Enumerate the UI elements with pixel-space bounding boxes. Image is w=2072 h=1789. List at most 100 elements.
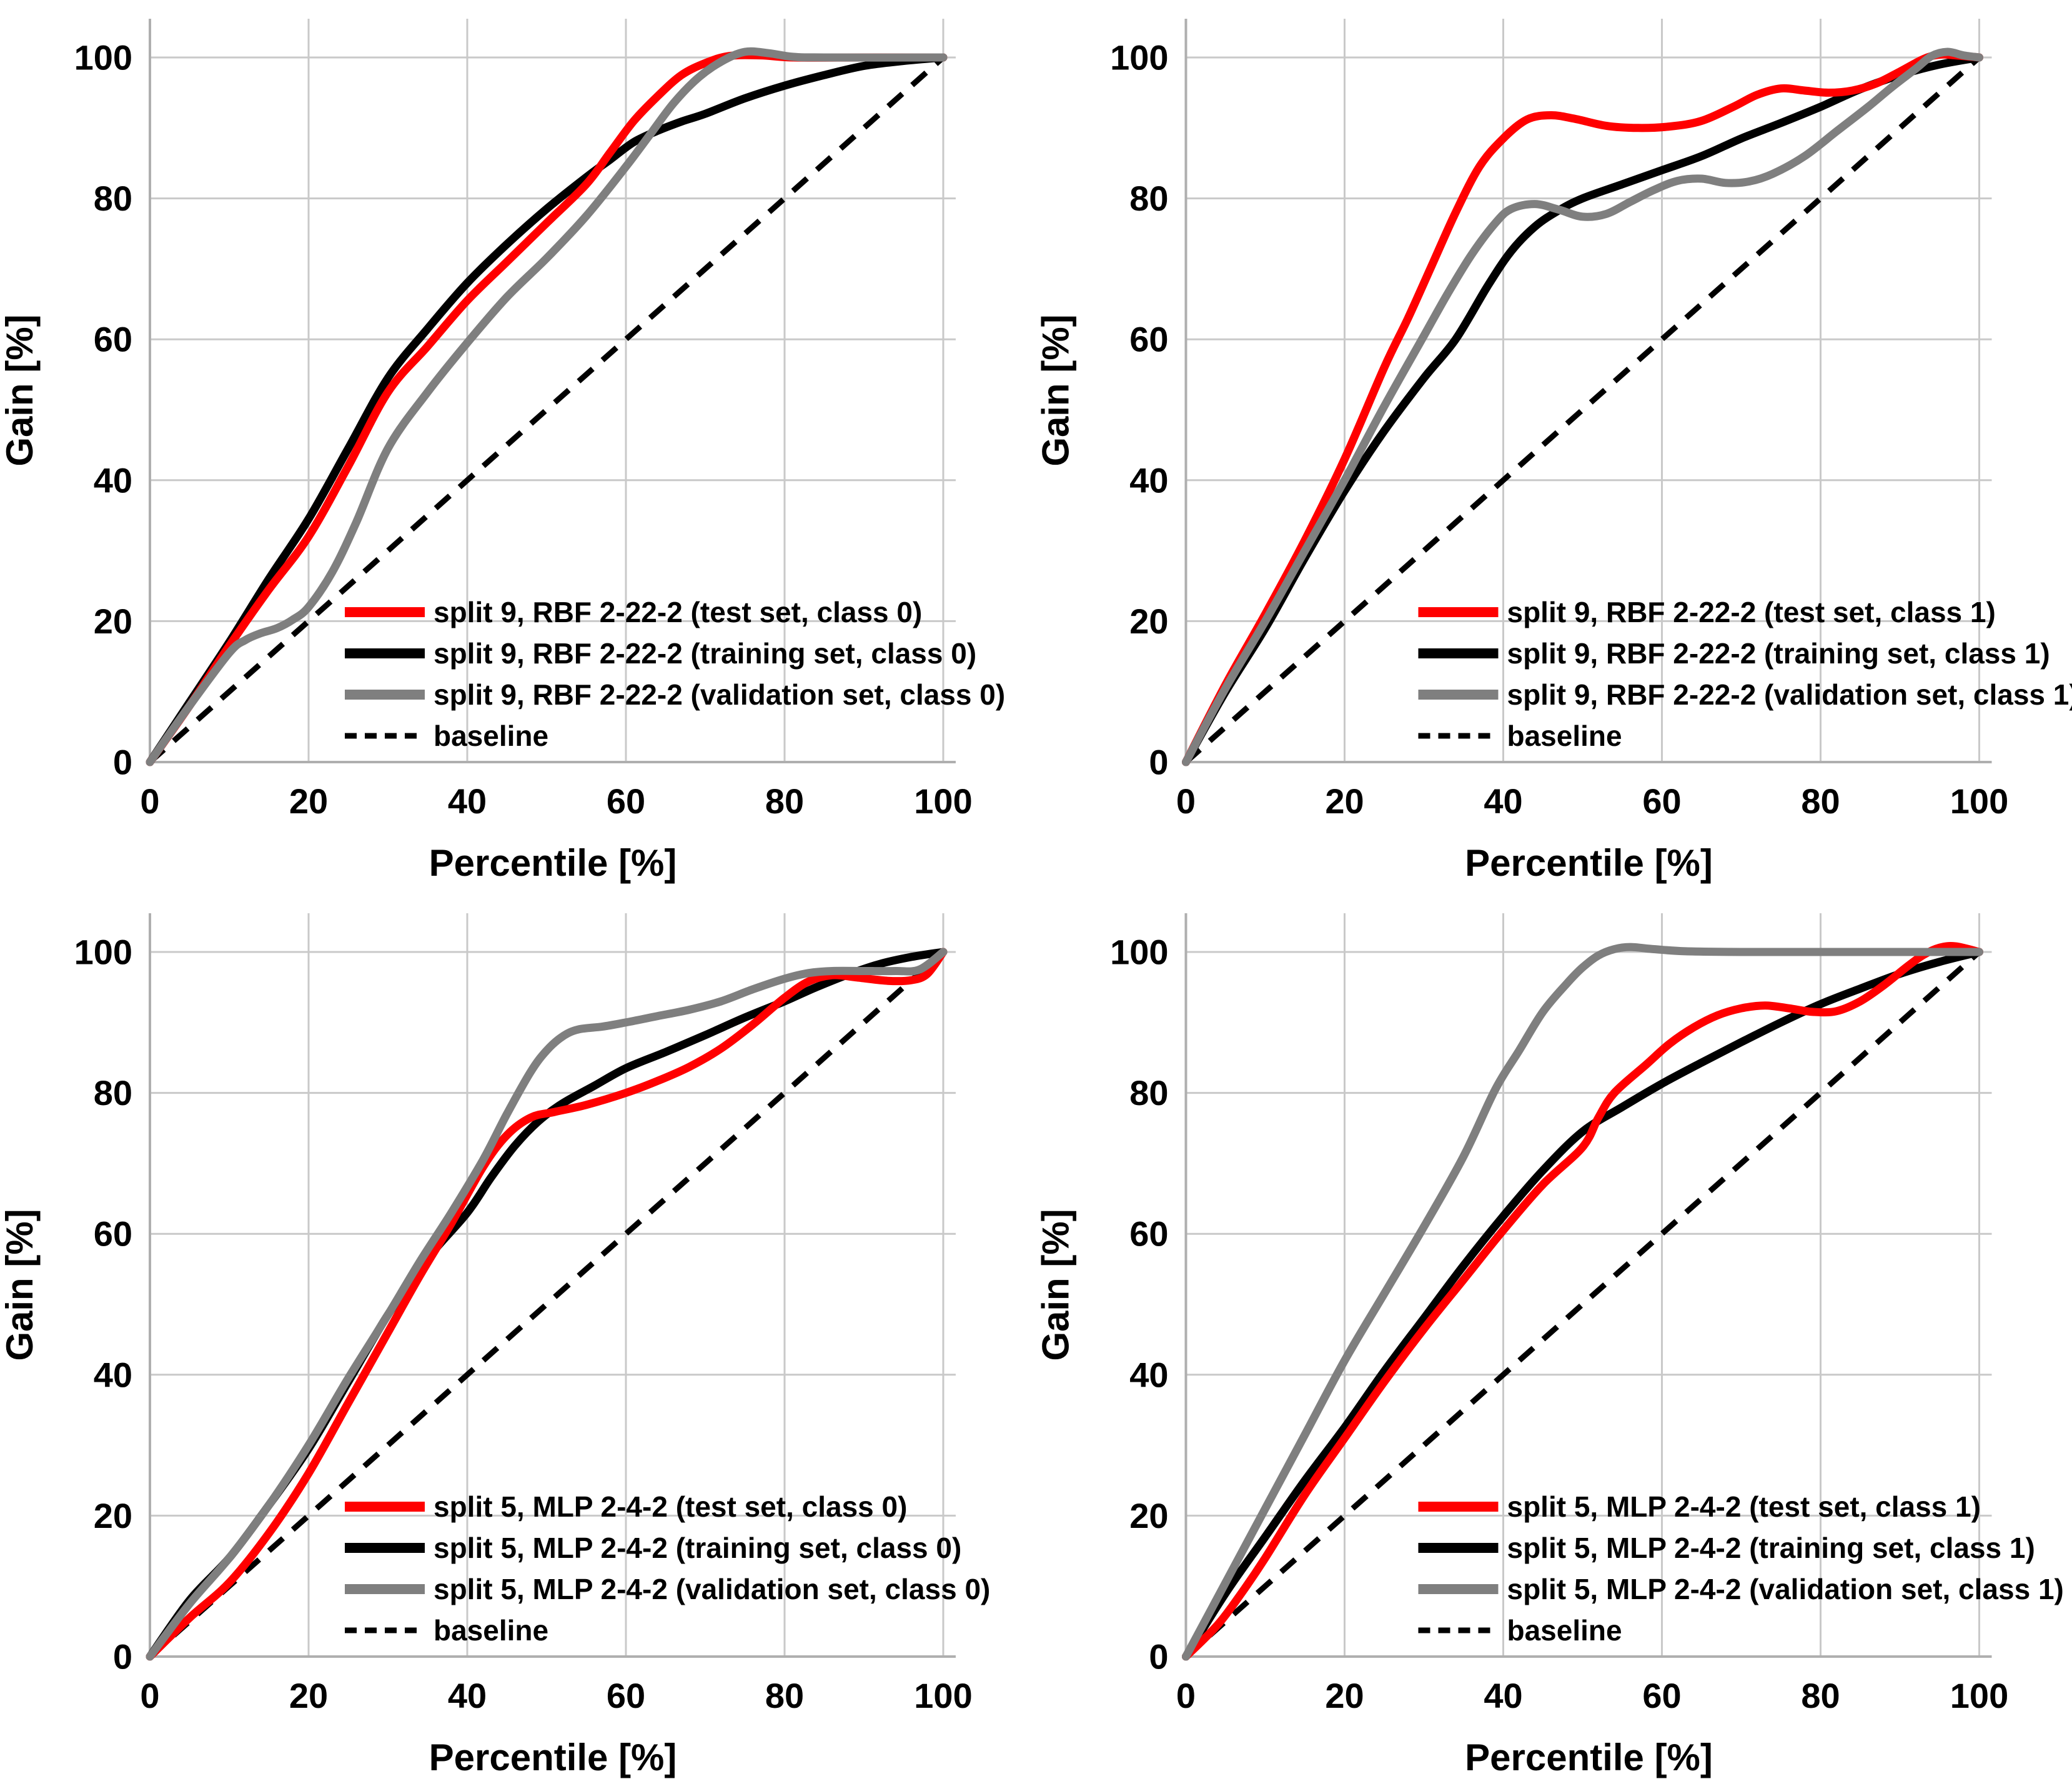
x-tick-label: 80	[765, 781, 804, 821]
legend-label: baseline	[1507, 1614, 1622, 1647]
y-tick-label: 40	[1129, 1355, 1168, 1394]
x-tick-label: 0	[140, 1676, 159, 1715]
series-line-validation-set	[1182, 47, 1983, 766]
y-tick-label: 0	[1149, 743, 1168, 782]
x-tick-label: 20	[1325, 781, 1364, 821]
y-tick-label: 60	[1129, 1214, 1168, 1254]
legend-entry: split 5, MLP 2-4-2 (training set, class …	[1418, 1532, 2035, 1564]
legend-entry: baseline	[345, 1614, 548, 1647]
y-tick-label: 60	[1129, 320, 1168, 359]
y-tick-label: 20	[1129, 1496, 1168, 1535]
x-tick-label: 100	[1950, 1676, 2008, 1715]
x-tick-label: 80	[1801, 781, 1840, 821]
tick-labels: 0 20 40 60 80 100 0 20 40 60 80 100	[1110, 38, 2008, 821]
series-line-test-set	[1182, 50, 1983, 766]
y-axis-title: Gain [%]	[1036, 1209, 1077, 1360]
x-tick-label: 40	[448, 781, 487, 821]
chart-svg: 0 20 40 60 80 100 0 20 40 60 80 100 Percentile [%] Ga…	[0, 913, 990, 1778]
x-tick-label: 0	[140, 781, 159, 821]
y-axis-title: Gain [%]	[1036, 314, 1077, 466]
series-lines	[146, 948, 948, 1661]
legend-entry: baseline	[1418, 1614, 1622, 1647]
x-tick-label: 0	[1176, 1676, 1196, 1715]
y-tick-label: 40	[94, 460, 132, 500]
x-tick-label: 60	[607, 781, 645, 821]
y-tick-label: 60	[94, 1214, 132, 1254]
y-tick-label: 0	[113, 743, 132, 782]
y-tick-label: 100	[74, 38, 132, 77]
legend-entry: split 9, RBF 2-22-2 (test set, class 0)	[345, 596, 922, 628]
tick-labels: 0 20 40 60 80 100 0 20 40 60 80 100	[74, 933, 973, 1716]
legend-label: split 5, MLP 2-4-2 (validation set, clas…	[434, 1573, 990, 1605]
series-line-validation-set	[1182, 943, 1983, 1661]
chart-svg: 0 20 40 60 80 100 0 20 40 60 80 100 Percentile [%] Ga…	[1036, 19, 2072, 884]
series-line-validation-set	[146, 948, 948, 1661]
y-axis-title: Gain [%]	[0, 1209, 41, 1360]
series-lines	[146, 47, 948, 766]
series-line-baseline-set	[1184, 949, 1981, 1659]
legend-entry: split 5, MLP 2-4-2 (test set, class 1)	[1418, 1490, 1981, 1523]
x-tick-label: 60	[1642, 781, 1681, 821]
series-line-baseline-set	[148, 949, 945, 1659]
y-tick-label: 80	[94, 1073, 132, 1113]
legend-entry: split 5, MLP 2-4-2 (test set, class 0)	[345, 1490, 907, 1523]
tick-labels: 0 20 40 60 80 100 0 20 40 60 80 100	[1110, 933, 2008, 1716]
series-line-training-set	[146, 53, 948, 766]
y-tick-label: 80	[94, 179, 132, 218]
x-tick-label: 60	[607, 1676, 645, 1715]
y-tick-label: 100	[1110, 38, 1168, 77]
y-tick-label: 40	[1129, 460, 1168, 500]
legend-entry: split 5, MLP 2-4-2 (validation set, clas…	[345, 1573, 990, 1605]
legend: split 5, MLP 2-4-2 (test set, class 1) sp…	[1418, 1490, 2064, 1647]
legend-label: baseline	[434, 720, 548, 752]
legend-label: split 9, RBF 2-22-2 (validation set, cla…	[1507, 678, 2072, 711]
legend-label: split 9, RBF 2-22-2 (training set, class…	[434, 637, 976, 670]
legend-entry: split 9, RBF 2-22-2 (training set, class…	[345, 637, 976, 670]
gain-chart-bottom-left: 0 20 40 60 80 100 0 20 40 60 80 100 Percentile [%] Ga…	[0, 894, 1036, 1789]
series-line-test-set	[146, 948, 948, 1661]
legend-label: split 9, RBF 2-22-2 (test set, class 0)	[434, 596, 922, 628]
chart-svg: 0 20 40 60 80 100 0 20 40 60 80 100 Percentile [%] Ga…	[0, 19, 1005, 884]
gain-chart-top-right: 0 20 40 60 80 100 0 20 40 60 80 100 Percentile [%] Ga…	[1036, 0, 2072, 894]
x-tick-label: 80	[765, 1676, 804, 1715]
gain-chart-top-left: 0 20 40 60 80 100 0 20 40 60 80 100 Percentile [%] Ga…	[0, 0, 1036, 894]
x-axis-title: Percentile [%]	[1465, 1737, 1713, 1778]
legend-label: split 5, MLP 2-4-2 (validation set, clas…	[1507, 1573, 2064, 1605]
x-tick-label: 100	[1950, 781, 2008, 821]
y-tick-label: 20	[1129, 602, 1168, 641]
legend-label: split 9, RBF 2-22-2 (training set, class…	[1507, 637, 2050, 670]
gain-chart-bottom-right: 0 20 40 60 80 100 0 20 40 60 80 100 Percentile [%] Ga…	[1036, 894, 2072, 1789]
legend-entry: split 9, RBF 2-22-2 (validation set, cla…	[345, 678, 1005, 711]
y-tick-label: 20	[94, 1496, 132, 1535]
x-axis-title: Percentile [%]	[429, 842, 677, 884]
legend-entry: baseline	[345, 720, 548, 752]
series-lines	[1182, 47, 1983, 766]
legend-label: baseline	[434, 1614, 548, 1647]
x-tick-label: 20	[1325, 1676, 1364, 1715]
legend-entry: split 5, MLP 2-4-2 (training set, class …	[345, 1532, 961, 1564]
legend-label: split 5, MLP 2-4-2 (test set, class 0)	[434, 1490, 907, 1523]
y-tick-label: 60	[94, 320, 132, 359]
y-tick-label: 80	[1129, 1073, 1168, 1113]
tick-labels: 0 20 40 60 80 100 0 20 40 60 80 100	[74, 38, 973, 821]
y-axis-title: Gain [%]	[0, 314, 41, 466]
x-tick-label: 80	[1801, 1676, 1840, 1715]
x-tick-label: 40	[1484, 781, 1522, 821]
legend-entry: split 9, RBF 2-22-2 (validation set, cla…	[1418, 678, 2072, 711]
x-axis-title: Percentile [%]	[1465, 842, 1713, 884]
legend: split 5, MLP 2-4-2 (test set, class 0) sp…	[345, 1490, 990, 1647]
x-tick-label: 100	[914, 781, 972, 821]
series-line-test-set	[1182, 942, 1983, 1661]
x-tick-label: 20	[289, 1676, 328, 1715]
legend-label: split 9, RBF 2-22-2 (test set, class 1)	[1507, 596, 1996, 628]
legend-label: split 5, MLP 2-4-2 (training set, class …	[434, 1532, 961, 1564]
legend-entry: split 9, RBF 2-22-2 (test set, class 1)	[1418, 596, 1996, 628]
legend-label: split 5, MLP 2-4-2 (test set, class 1)	[1507, 1490, 1981, 1523]
legend-entry: split 9, RBF 2-22-2 (training set, class…	[1418, 637, 2050, 670]
y-tick-label: 0	[113, 1637, 132, 1677]
gridlines	[1186, 913, 1992, 1657]
y-tick-label: 20	[94, 602, 132, 641]
y-tick-label: 100	[1110, 933, 1168, 972]
y-tick-label: 100	[74, 933, 132, 972]
x-tick-label: 20	[289, 781, 328, 821]
